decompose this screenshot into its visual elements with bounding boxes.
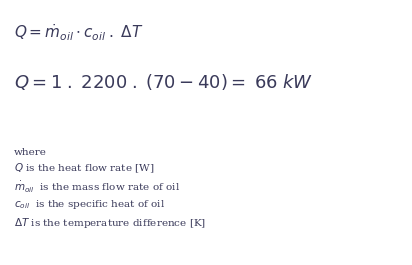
Text: $Q$ is the heat flow rate [W]: $Q$ is the heat flow rate [W]	[14, 162, 154, 175]
Text: $Q = 1\;.\;2200\;.\;(70 - 40) =\;66\;kW$: $Q = 1\;.\;2200\;.\;(70 - 40) =\;66\;kW$	[14, 72, 313, 92]
Text: $Q = \dot{m}_{oil}\cdot c_{oil}\;.\;\Delta T$: $Q = \dot{m}_{oil}\cdot c_{oil}\;.\;\Del…	[14, 22, 143, 43]
Text: where: where	[14, 148, 47, 157]
Text: $\Delta T$ is the temperature difference [K]: $\Delta T$ is the temperature difference…	[14, 216, 206, 230]
Text: $c_{oil}$  is the specific heat of oil: $c_{oil}$ is the specific heat of oil	[14, 198, 165, 211]
Text: $\dot{m}_{oil}$  is the mass flow rate of oil: $\dot{m}_{oil}$ is the mass flow rate of…	[14, 180, 180, 195]
